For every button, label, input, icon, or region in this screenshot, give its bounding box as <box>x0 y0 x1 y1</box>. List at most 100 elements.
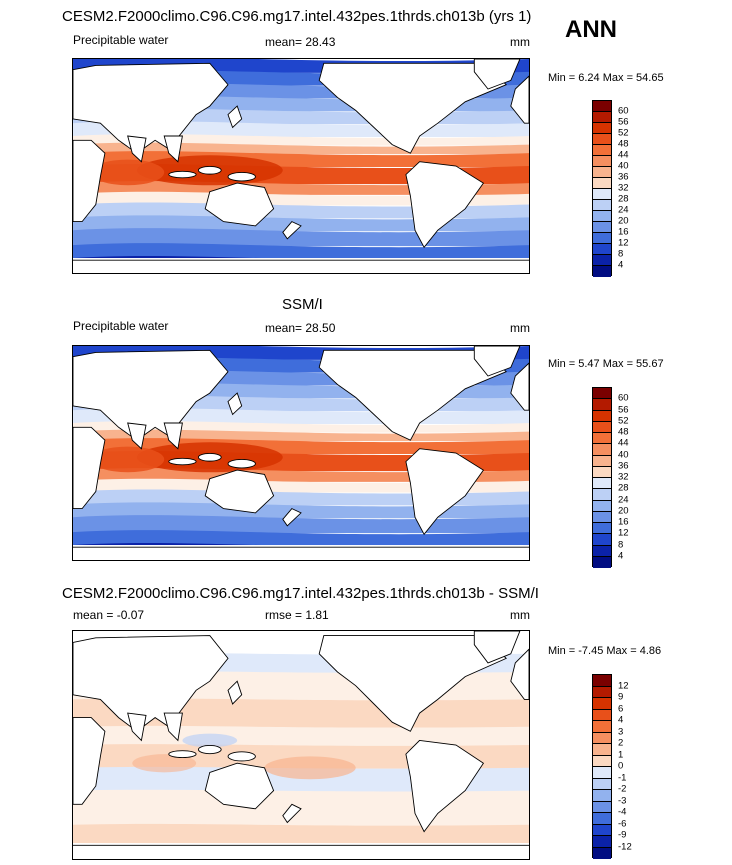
panel2-variable: Precipitable water <box>73 319 169 333</box>
colorbar-tick-label: 40 <box>618 449 629 460</box>
panel2-mean: mean= 28.50 <box>265 321 336 335</box>
colorbar-box <box>593 511 611 523</box>
colorbar-box <box>593 686 611 698</box>
panel3-mean: mean = -0.07 <box>73 608 145 622</box>
colorbar-tick-label: 4 <box>618 259 624 271</box>
colorbar-box <box>593 767 611 779</box>
colorbar-tick-label: 12 <box>618 237 629 249</box>
colorbar-tick-label: 12 <box>618 680 629 691</box>
colorbar-tick-label: -9 <box>618 829 627 841</box>
colorbar-box <box>593 156 611 167</box>
colorbar-box <box>593 200 611 211</box>
colorbar-box <box>593 178 611 189</box>
panel1-minmax: Min = 6.24 Max = 54.65 <box>548 72 664 84</box>
colorbar-box <box>593 112 611 123</box>
colorbar-box <box>593 421 611 433</box>
colorbar-box <box>593 732 611 744</box>
colorbar-tick-label: 2 <box>618 737 624 749</box>
colorbar-box <box>593 134 611 145</box>
colorbar-tick-label: -3 <box>618 795 627 806</box>
colorbar-box <box>593 266 611 277</box>
colorbar-box <box>593 211 611 222</box>
colorbar-tick-label: 4 <box>618 714 624 726</box>
colorbar-tick-label: -1 <box>618 772 627 783</box>
panel1-variable: Precipitable water <box>73 33 169 47</box>
colorbar-box <box>593 545 611 557</box>
panel2-units: mm <box>510 321 530 335</box>
colorbar-tick-label: 8 <box>618 539 624 550</box>
colorbar-box <box>593 233 611 244</box>
colorbar-box <box>593 523 611 535</box>
colorbar-box <box>593 255 611 266</box>
colorbar-box <box>593 824 611 836</box>
colorbar-tick-label: 48 <box>618 426 629 438</box>
colorbar-box <box>593 847 611 859</box>
colorbar-tick-label: 36 <box>618 460 629 472</box>
panel2-title: SSM/I <box>282 296 323 313</box>
colorbar-tick-label: -4 <box>618 806 627 818</box>
colorbar-box <box>593 167 611 178</box>
colorbar-box <box>593 556 611 568</box>
colorbar-box <box>593 755 611 767</box>
colorbar-box <box>593 189 611 200</box>
colorbar-tick-label: 28 <box>618 193 629 205</box>
colorbar-box <box>593 709 611 721</box>
panel3-rmse: rmse = 1.81 <box>265 608 329 622</box>
colorbar-box <box>593 433 611 445</box>
colorbar-box <box>593 444 611 456</box>
colorbar-tick-label: 0 <box>618 760 624 772</box>
colorbar-tick-label: 8 <box>618 248 624 260</box>
colorbar-box <box>593 744 611 756</box>
colorbar-tick-label: 9 <box>618 691 624 703</box>
panel1-units: mm <box>510 35 530 49</box>
panel2-map <box>72 345 530 561</box>
colorbar-tick-label: 56 <box>618 116 629 128</box>
colorbar-box <box>593 244 611 255</box>
panel3-colorbar <box>592 674 612 859</box>
colorbar-box <box>593 801 611 813</box>
colorbar-box <box>593 466 611 478</box>
panel1-colorbar <box>592 100 612 277</box>
colorbar-tick-label: 6 <box>618 703 624 714</box>
colorbar-box <box>593 500 611 512</box>
colorbar-tick-label: 48 <box>618 138 629 150</box>
colorbar-tick-label: 24 <box>618 494 629 505</box>
colorbar-box <box>593 836 611 848</box>
colorbar-box <box>593 101 611 112</box>
colorbar-tick-label: -6 <box>618 818 627 829</box>
colorbar-tick-label: 44 <box>618 149 629 161</box>
colorbar-box <box>593 698 611 710</box>
colorbar-box <box>593 123 611 134</box>
panel2-minmax: Min = 5.47 Max = 55.67 <box>548 358 664 370</box>
panel3-title: CESM2.F2000climo.C96.C96.mg17.intel.432p… <box>62 585 539 602</box>
colorbar-tick-label: 60 <box>618 105 629 117</box>
colorbar-tick-label: 16 <box>618 516 629 528</box>
colorbar-tick-label: 36 <box>618 171 629 183</box>
colorbar-tick-label: 24 <box>618 204 629 216</box>
colorbar-tick-label: 52 <box>618 127 629 139</box>
colorbar-box <box>593 222 611 233</box>
season-label: ANN <box>565 16 617 43</box>
colorbar-box <box>593 388 611 400</box>
colorbar-tick-label: 52 <box>618 415 629 427</box>
colorbar-box <box>593 534 611 546</box>
colorbar-box <box>593 410 611 422</box>
colorbar-tick-label: 44 <box>618 437 629 449</box>
colorbar-tick-label: -2 <box>618 783 627 795</box>
colorbar-tick-label: 32 <box>618 471 629 483</box>
colorbar-tick-label: 12 <box>618 527 629 539</box>
colorbar-box <box>593 813 611 825</box>
colorbar-box <box>593 778 611 790</box>
panel1-map <box>72 58 530 274</box>
colorbar-tick-label: 20 <box>618 215 629 227</box>
panel3-map <box>72 630 530 860</box>
colorbar-tick-label: 32 <box>618 182 629 194</box>
colorbar-tick-label: 28 <box>618 482 629 494</box>
panel1-mean: mean= 28.43 <box>265 35 336 49</box>
panel2-colorbar <box>592 387 612 568</box>
colorbar-tick-label: 4 <box>618 550 624 562</box>
colorbar-tick-label: 20 <box>618 505 629 517</box>
colorbar-tick-label: -12 <box>618 841 632 852</box>
colorbar-tick-label: 40 <box>618 160 629 172</box>
colorbar-tick-label: 60 <box>618 392 629 404</box>
